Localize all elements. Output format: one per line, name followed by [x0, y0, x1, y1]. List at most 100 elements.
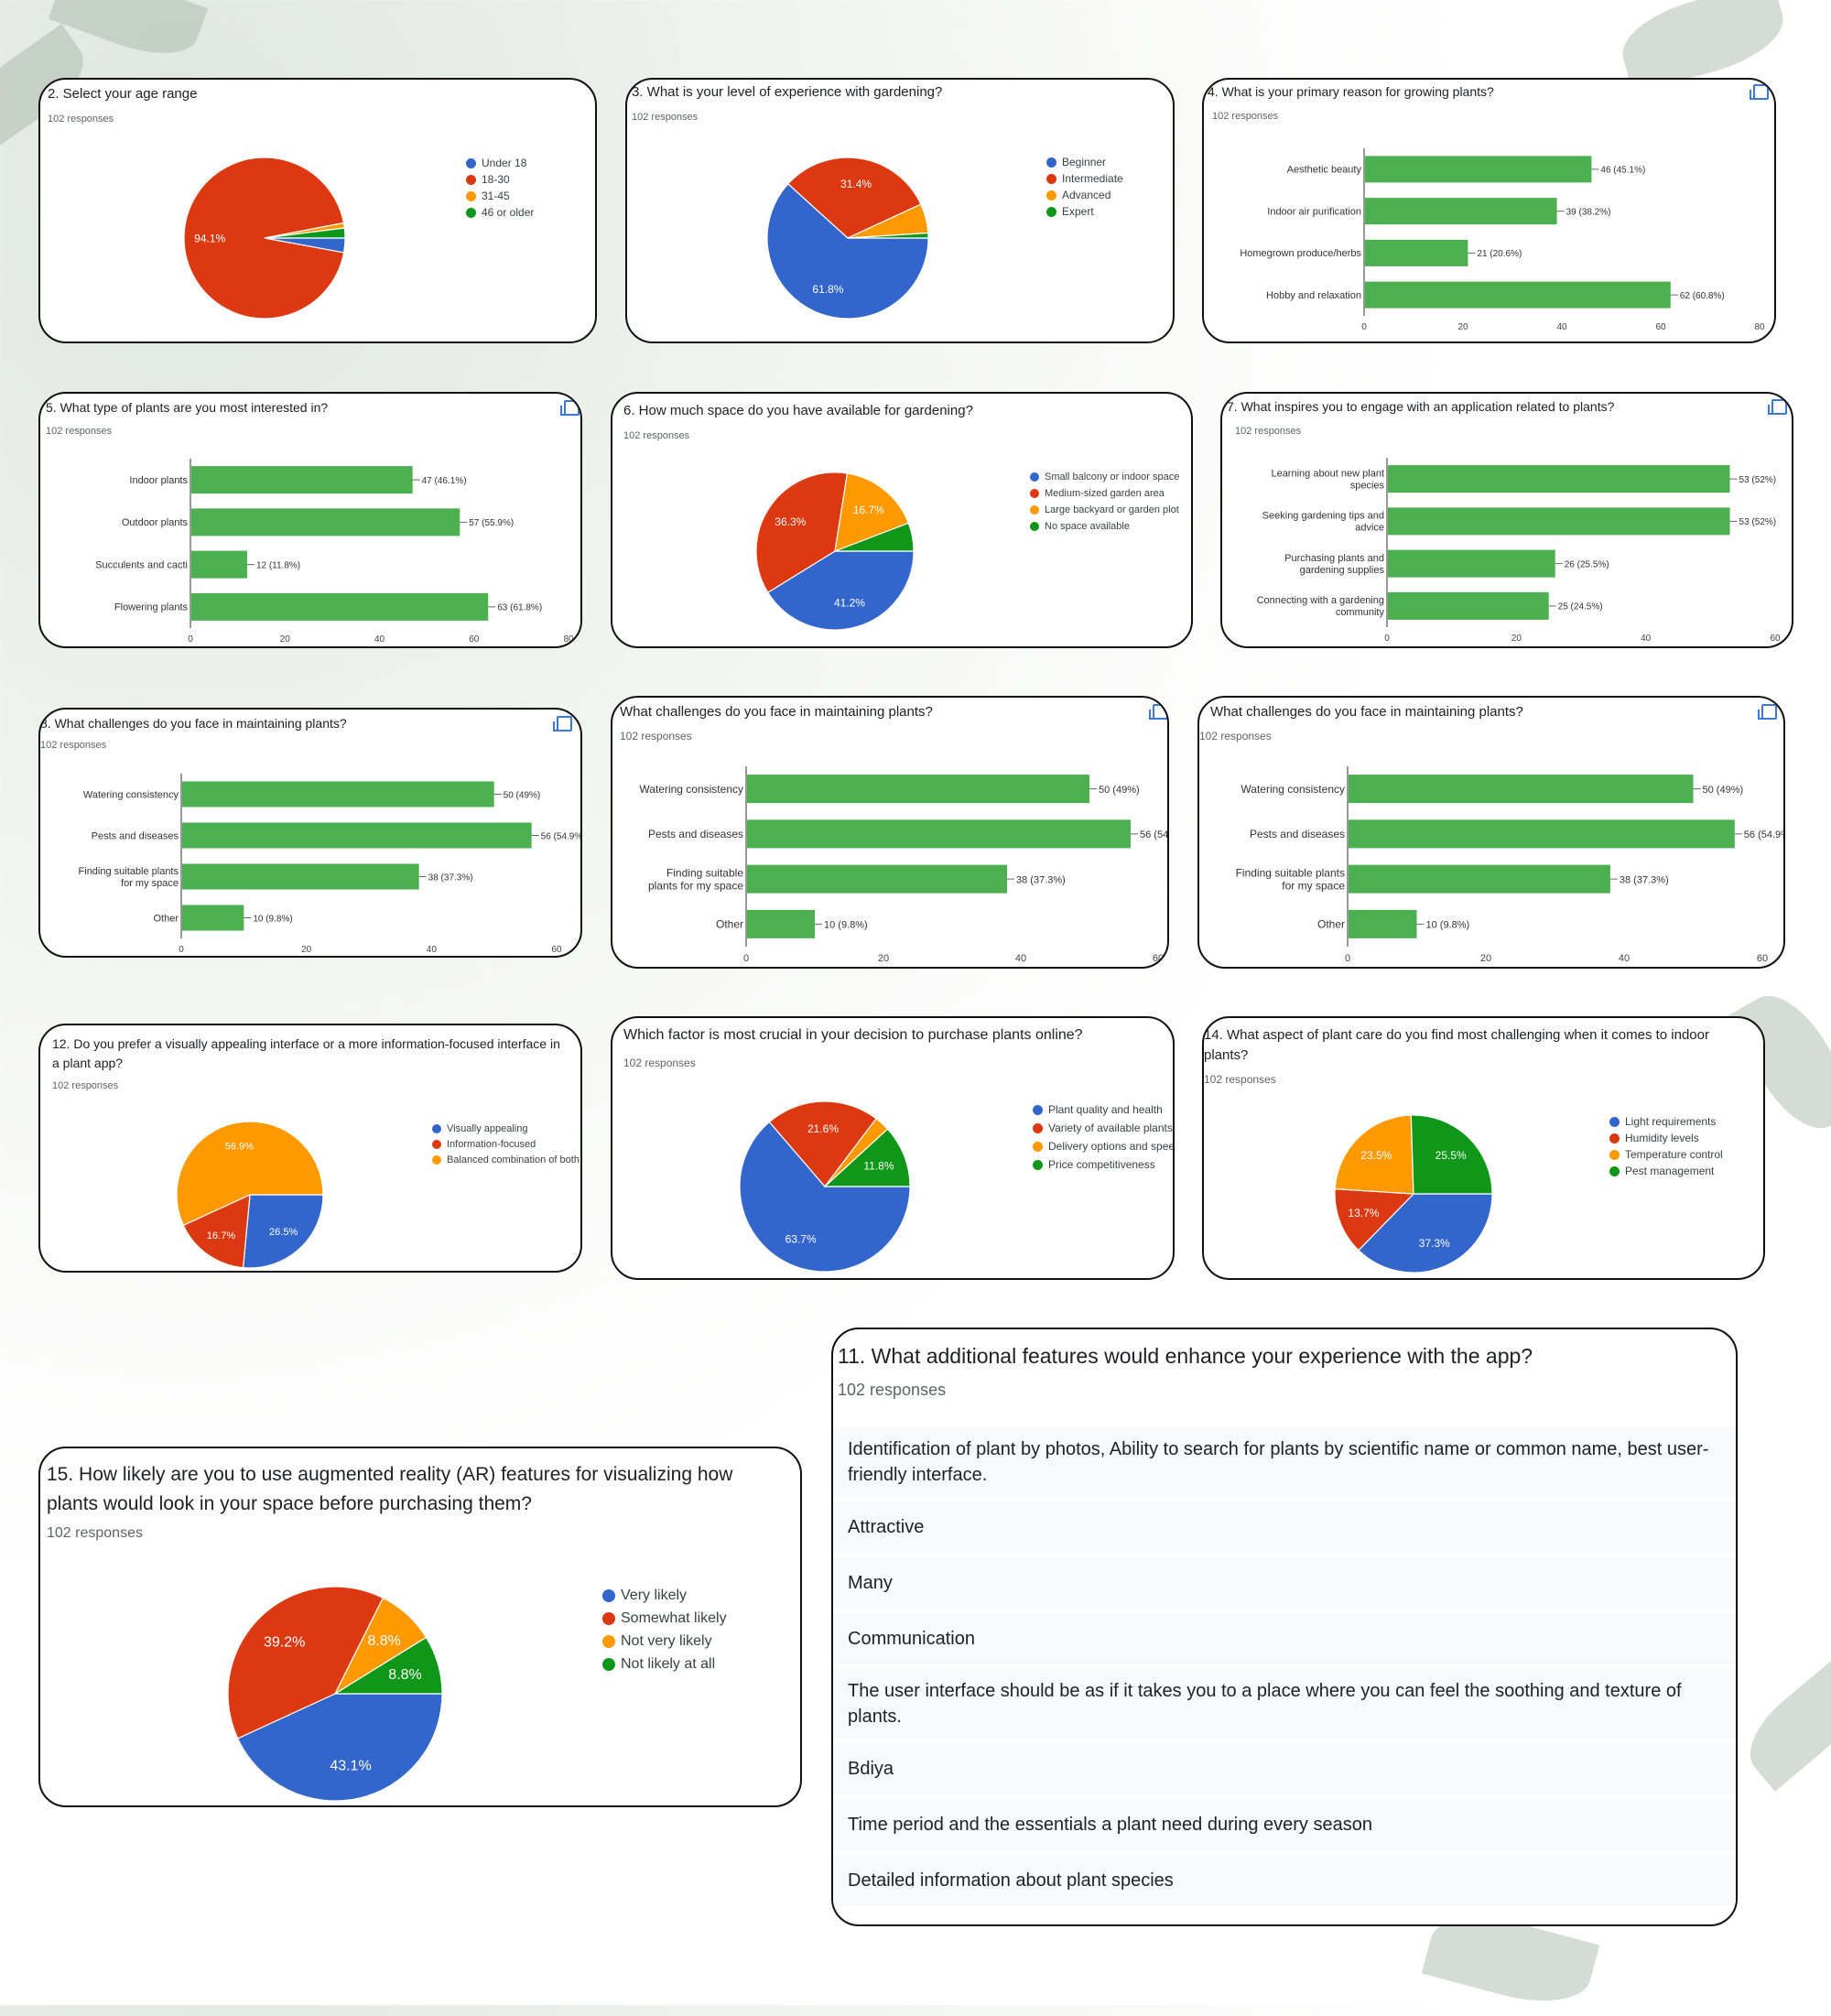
slice-label: 16.7%: [207, 1230, 235, 1241]
slice-label: 63.7%: [785, 1233, 817, 1246]
data-label: 39 (38.2%): [1566, 207, 1611, 217]
category-label: Connecting with a gardening community: [1257, 595, 1385, 618]
challenges-a-chart: 0 20 40 60 Watering consistency 50 (49%) Pests…: [79, 774, 580, 955]
legend-swatch: [1030, 489, 1039, 498]
legend-item: 18-30: [466, 171, 534, 188]
data-label: 56 (54.9%): [1744, 829, 1785, 840]
panel-title: What challenges do you face in maintaini…: [620, 704, 933, 720]
slice-label: 41.2%: [834, 596, 865, 609]
copy-chart-icon[interactable]: [1149, 704, 1167, 720]
legend-item: Not likely at all: [602, 1653, 727, 1675]
x-tick-label: 20: [301, 945, 312, 955]
legend-label: Pest management: [1625, 1165, 1715, 1177]
bar: [747, 909, 815, 938]
x-tick-label: 0: [1384, 634, 1390, 644]
copy-chart-icon[interactable]: [560, 400, 580, 416]
panel-title: 2. Select your age range: [48, 86, 198, 102]
pie-slice: [242, 1194, 324, 1269]
x-tick-label: 20: [1511, 634, 1522, 644]
copy-chart-icon[interactable]: [1768, 399, 1787, 415]
pie-slice: [182, 1194, 251, 1269]
legend-label: Under 18: [482, 157, 527, 169]
bar: [191, 508, 460, 537]
x-tick-label: 40: [427, 945, 438, 955]
response-count: 102 responses: [1199, 730, 1272, 742]
category-label: Other: [716, 918, 743, 931]
response-count: 102 responses: [620, 730, 692, 742]
x-tick-label: 20: [280, 634, 291, 645]
response-count: 102 responses: [1204, 1073, 1276, 1086]
category-label: Homegrown produce/herbs: [1240, 248, 1361, 259]
legend-swatch: [1033, 1104, 1043, 1115]
experience-legend: Beginner Intermediate Advanced Expert: [1046, 154, 1123, 220]
pie-slice: [755, 471, 849, 593]
x-tick-label: 40: [1556, 322, 1567, 332]
interface-chart: 26.5% 16.7% 56.9%: [176, 1121, 324, 1269]
slice-label: 8.8%: [388, 1667, 421, 1683]
slice-label: 36.3%: [775, 515, 806, 528]
category-label: Outdoor plants: [122, 517, 189, 528]
legend-item: Humidity levels: [1609, 1130, 1723, 1146]
legend-label: Delivery options and speed: [1048, 1140, 1175, 1153]
pie-slice: [739, 1121, 911, 1273]
bar: [747, 775, 1089, 804]
x-tick-label: 40: [1015, 953, 1026, 964]
copy-chart-icon[interactable]: [1758, 704, 1777, 720]
ar-panel: 15. How likely are you to use augmented …: [38, 1447, 802, 1807]
copy-chart-icon[interactable]: [1750, 84, 1769, 100]
slice-label: 56.9%: [225, 1142, 254, 1153]
legend-label: Variety of available plants: [1048, 1122, 1173, 1134]
response-count: 102 responses: [48, 114, 114, 125]
category-label: Other: [1317, 918, 1345, 931]
panel-title: 11. What additional features would enhan…: [838, 1344, 1533, 1368]
response-count: 102 responses: [52, 1080, 119, 1091]
legend-label: Somewhat likely: [621, 1610, 727, 1626]
panel-title: 12. Do you prefer a visually appealing i…: [52, 1036, 560, 1070]
slice-label: 31.4%: [840, 178, 872, 190]
pie-slice: [332, 1636, 443, 1695]
x-tick-label: 60: [469, 634, 480, 645]
legend-item: Information-focused: [432, 1136, 580, 1152]
data-label: 57 (55.9%): [469, 518, 514, 528]
legend-swatch: [602, 1634, 615, 1648]
slice-label: 94.1%: [194, 232, 225, 244]
x-tick-label: 40: [374, 634, 385, 645]
legend-label: Advanced: [1062, 189, 1111, 201]
data-label: 38 (37.3%): [1016, 874, 1066, 885]
legend-label: Medium-sized garden area: [1045, 488, 1165, 499]
pie-slice: [176, 1121, 324, 1227]
bar: [1388, 549, 1555, 578]
copy-chart-icon[interactable]: [553, 716, 572, 732]
bar: [747, 819, 1131, 849]
bar: [1349, 819, 1735, 849]
legend-item: Not very likely: [602, 1630, 727, 1653]
legend-item: Under 18: [466, 155, 534, 171]
slice-label: 37.3%: [1419, 1237, 1450, 1250]
category-label: Flowering plants: [114, 602, 189, 613]
interface-panel: 12. Do you prefer a visually appealing i…: [38, 1024, 582, 1273]
panel-title: 5. What type of plants are you most inte…: [46, 400, 329, 415]
slice-label: 39.2%: [264, 1634, 305, 1650]
category-label: Finding suitable plants for my space: [79, 866, 179, 889]
bar: [182, 781, 494, 807]
category-label: Succulents and cacti: [95, 559, 188, 570]
legend-label: Plant quality and health: [1048, 1103, 1163, 1116]
x-tick-label: 0: [179, 945, 184, 955]
slice-label: 26.5%: [269, 1227, 298, 1238]
legend-label: Not likely at all: [621, 1655, 716, 1672]
pie-slice: [227, 1586, 385, 1740]
legend-swatch: [1609, 1133, 1620, 1143]
legend-item: 31-45: [466, 188, 534, 204]
response-count: 102 responses: [1235, 426, 1302, 437]
reason-panel: 4. What is your primary reason for growi…: [1202, 78, 1776, 343]
x-tick-label: 20: [878, 953, 889, 964]
factor-panel: Which factor is most crucial in your dec…: [611, 1016, 1175, 1280]
data-label: 50 (49%): [504, 790, 541, 800]
challenges-a-panel: 8. What challenges do you face in mainta…: [38, 708, 582, 958]
legend-label: Temperature control: [1625, 1148, 1723, 1161]
response-count: 102 responses: [623, 430, 690, 441]
legend-label: Small balcony or indoor space: [1045, 471, 1180, 482]
bar: [182, 905, 244, 931]
category-label: Seeking gardening tips and advice: [1262, 511, 1384, 534]
bar: [1349, 775, 1694, 804]
